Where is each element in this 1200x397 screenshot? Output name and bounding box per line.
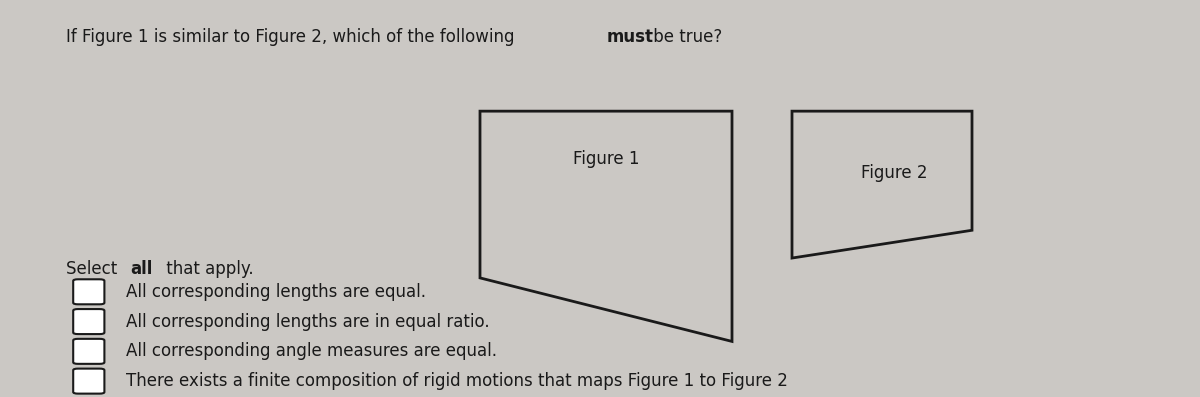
Text: All corresponding angle measures are equal.: All corresponding angle measures are equ… [126, 342, 497, 360]
Text: If Figure 1 is similar to Figure 2, which of the following: If Figure 1 is similar to Figure 2, whic… [66, 28, 520, 46]
FancyBboxPatch shape [73, 279, 104, 304]
FancyBboxPatch shape [73, 339, 104, 364]
FancyBboxPatch shape [73, 309, 104, 334]
Text: that apply.: that apply. [161, 260, 253, 278]
Text: Select: Select [66, 260, 122, 278]
Text: All corresponding lengths are in equal ratio.: All corresponding lengths are in equal r… [126, 312, 490, 331]
Text: all: all [130, 260, 152, 278]
FancyBboxPatch shape [73, 368, 104, 393]
Text: must: must [607, 28, 654, 46]
Text: be true?: be true? [648, 28, 722, 46]
Text: Figure 1: Figure 1 [572, 150, 640, 168]
Text: All corresponding lengths are equal.: All corresponding lengths are equal. [126, 283, 426, 301]
Text: There exists a finite composition of rigid motions that maps Figure 1 to Figure : There exists a finite composition of rig… [126, 372, 788, 390]
Text: Figure 2: Figure 2 [860, 164, 928, 182]
